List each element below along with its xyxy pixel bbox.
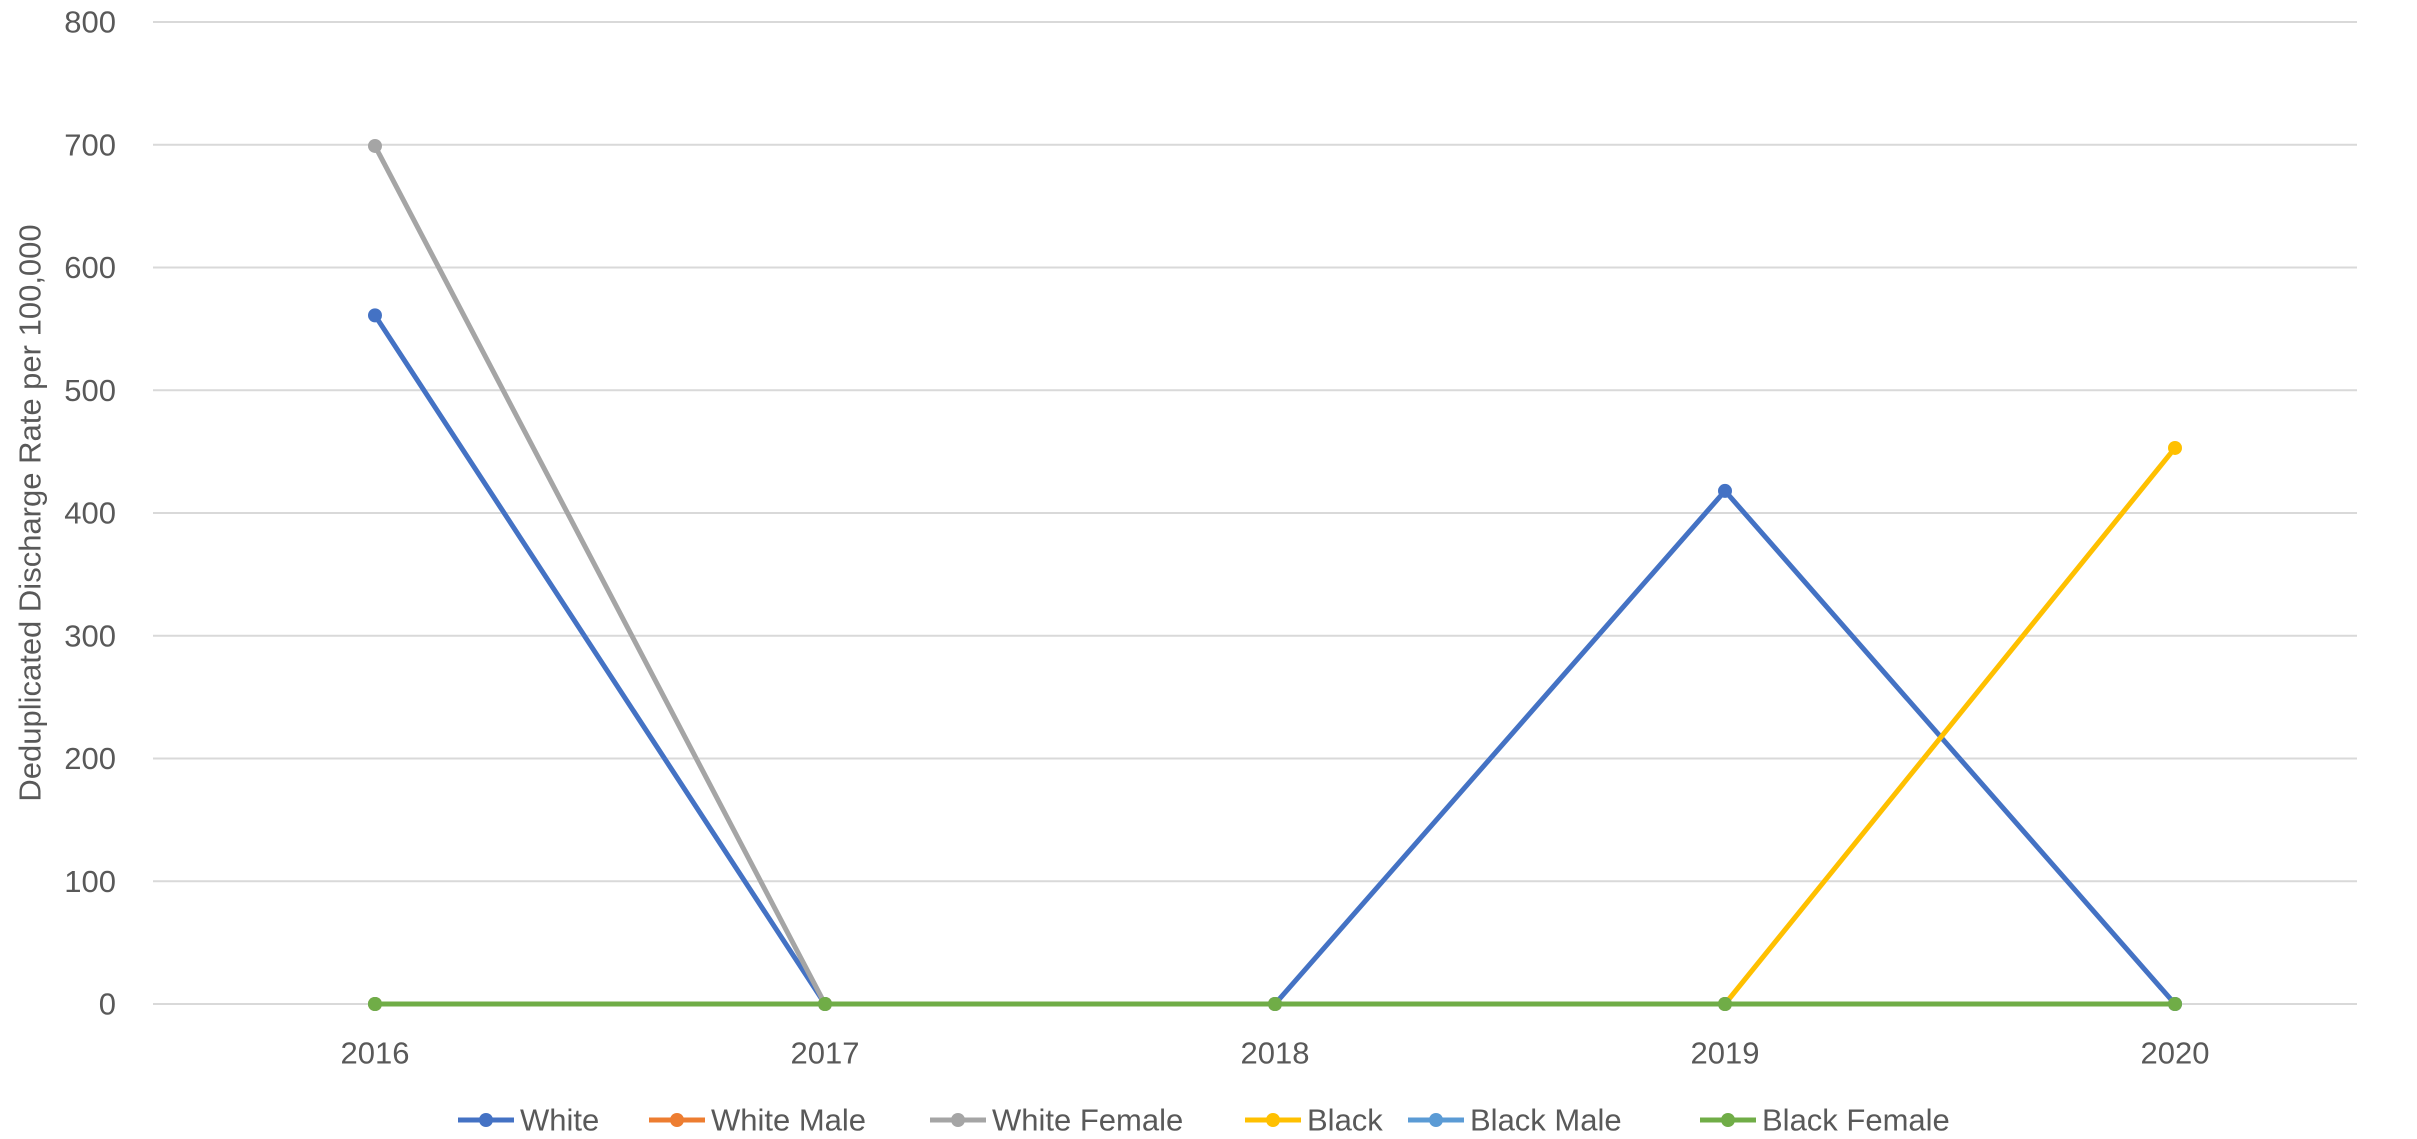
- y-tick-label: 700: [64, 127, 116, 162]
- legend-label: Black Female: [1762, 1103, 1950, 1138]
- y-tick-label: 500: [64, 373, 116, 408]
- y-tick-label: 200: [64, 741, 116, 776]
- y-tick-label: 600: [64, 250, 116, 285]
- gridlines: [153, 21, 2357, 883]
- legend-item-black-female: Black Female: [1700, 1103, 1950, 1138]
- x-axis-ticks: 2016 2017 2018 2019 2020: [341, 1036, 2210, 1071]
- series-white-female: [368, 138, 2182, 1011]
- legend-item-black: Black: [1245, 1103, 1383, 1138]
- y-axis-ticks: 0 100 200 300 400 500 600 700 800: [64, 5, 116, 1022]
- series-layer: [368, 138, 2182, 1011]
- series-white: [368, 308, 2182, 1011]
- legend-item-white-male: White Male: [649, 1103, 866, 1138]
- data-point: [368, 138, 382, 153]
- data-point: [1268, 997, 1282, 1011]
- legend-label: White Female: [992, 1103, 1183, 1138]
- y-tick-label: 800: [64, 5, 116, 40]
- y-tick-label: 300: [64, 618, 116, 653]
- data-point: [2168, 440, 2182, 455]
- legend-swatch-marker: [951, 1113, 965, 1127]
- x-tick-label: 2019: [1691, 1036, 1760, 1071]
- legend-item-black-male: Black Male: [1408, 1103, 1622, 1138]
- legend-swatch-marker: [670, 1113, 684, 1127]
- series-line: [372, 143, 2178, 1007]
- legend-label: Black Male: [1470, 1103, 1622, 1138]
- y-tick-label: 400: [64, 496, 116, 531]
- legend-label: Black: [1307, 1103, 1383, 1138]
- data-point: [2168, 997, 2182, 1011]
- x-tick-label: 2018: [1241, 1036, 1310, 1071]
- data-point: [368, 997, 382, 1011]
- x-tick-label: 2020: [2141, 1036, 2210, 1071]
- y-tick-label: 100: [64, 864, 116, 899]
- series-black-female: [368, 997, 2182, 1011]
- data-point: [368, 308, 382, 323]
- y-tick-label: 0: [99, 987, 116, 1022]
- y-axis-title: Deduplicated Discharge Rate per 100,000: [13, 224, 48, 801]
- legend-swatch-marker: [1721, 1113, 1735, 1127]
- legend-item-white-female: White Female: [930, 1103, 1183, 1138]
- data-point: [818, 997, 832, 1011]
- data-point: [1718, 483, 1732, 498]
- x-tick-label: 2017: [791, 1036, 860, 1071]
- legend-item-white: White: [458, 1103, 599, 1138]
- legend-label: White: [520, 1103, 599, 1138]
- legend-label: White Male: [711, 1103, 866, 1138]
- data-point: [1718, 997, 1732, 1011]
- legend-swatch-marker: [1266, 1113, 1280, 1127]
- legend-swatch-marker: [1429, 1113, 1443, 1127]
- series-black: [368, 440, 2182, 1011]
- legend: White White Male White Female Black Black Ma…: [458, 1103, 1950, 1138]
- x-tick-label: 2016: [341, 1036, 410, 1071]
- legend-swatch-marker: [479, 1113, 493, 1127]
